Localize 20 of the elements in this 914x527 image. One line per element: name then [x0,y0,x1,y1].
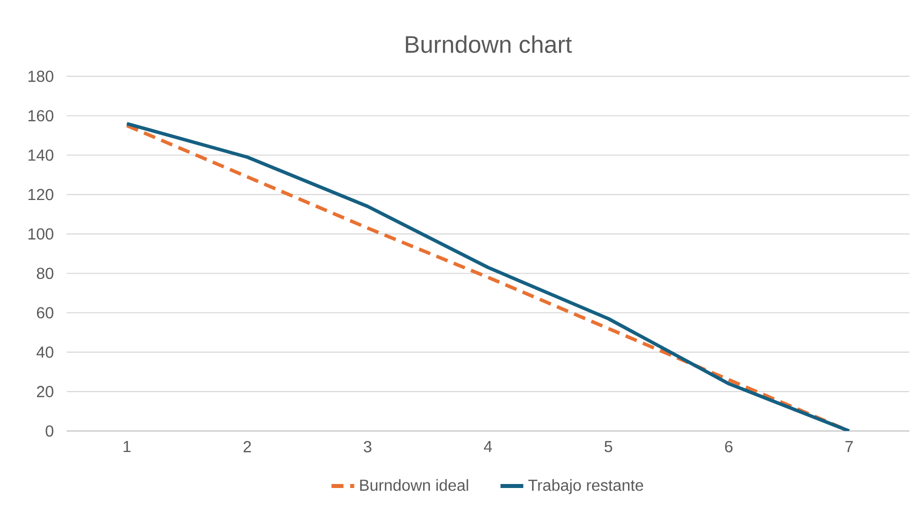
legend-label: Burndown ideal [360,479,468,491]
legend-label: Trabajo restante [528,479,644,494]
x-tick-label: 2 [244,441,251,452]
x-tick-label: 1 [124,441,131,452]
y-tick-label: 20 [36,386,54,398]
y-tick-label: 140 [28,149,54,161]
chart-title: Burndown chart [406,35,572,53]
y-tick-label: 40 [36,346,54,358]
y-tick-label: 160 [28,110,54,122]
y-tick-label: 0 [46,425,54,437]
x-tick-label: 6 [725,441,733,452]
x-tick-label: 3 [364,441,372,452]
y-tick-label: 60 [36,307,54,318]
x-tick-label: 7 [846,441,853,452]
y-tick-label: 120 [28,188,54,200]
y-tick-label: 180 [28,70,54,82]
x-tick-label: 4 [484,441,492,452]
x-tick-label: 5 [604,441,612,452]
y-tick-label: 100 [28,228,54,240]
y-tick-label: 80 [36,268,54,280]
